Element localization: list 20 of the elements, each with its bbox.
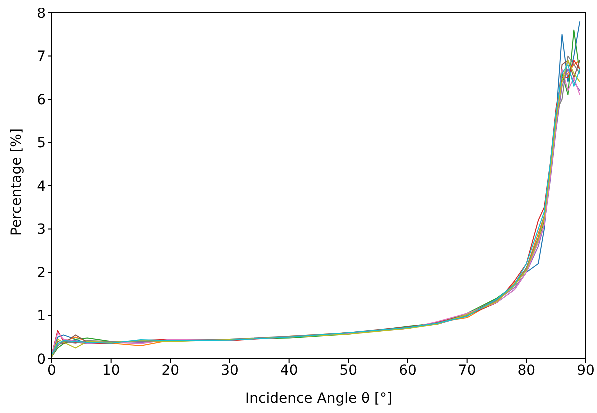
y-tick-label: 3 xyxy=(37,222,46,238)
x-axis-title: Incidence Angle θ [°] xyxy=(246,391,392,407)
x-tick-label: 80 xyxy=(518,362,536,379)
y-tick-label: 2 xyxy=(37,265,46,282)
x-tick-label: 40 xyxy=(280,362,298,379)
y-tick-label: 5 xyxy=(37,136,46,152)
y-axis-title: Percentage [%] xyxy=(8,128,25,236)
y-tick-label: 4 xyxy=(37,178,46,195)
x-tick-label: 20 xyxy=(162,362,180,379)
y-tick-label: 6 xyxy=(37,92,46,108)
x-tick-label: 60 xyxy=(399,362,417,379)
x-tick-label: 0 xyxy=(48,362,56,379)
x-tick-label: 30 xyxy=(221,362,239,379)
x-tick-label: 90 xyxy=(577,362,595,379)
y-tick-label: 0 xyxy=(37,352,46,368)
x-tick-label: 10 xyxy=(102,362,120,379)
x-tick-label: 50 xyxy=(340,362,358,379)
x-tick-label: 70 xyxy=(458,362,476,379)
y-tick-label: 1 xyxy=(37,308,46,325)
y-tick-label: 7 xyxy=(37,49,46,66)
